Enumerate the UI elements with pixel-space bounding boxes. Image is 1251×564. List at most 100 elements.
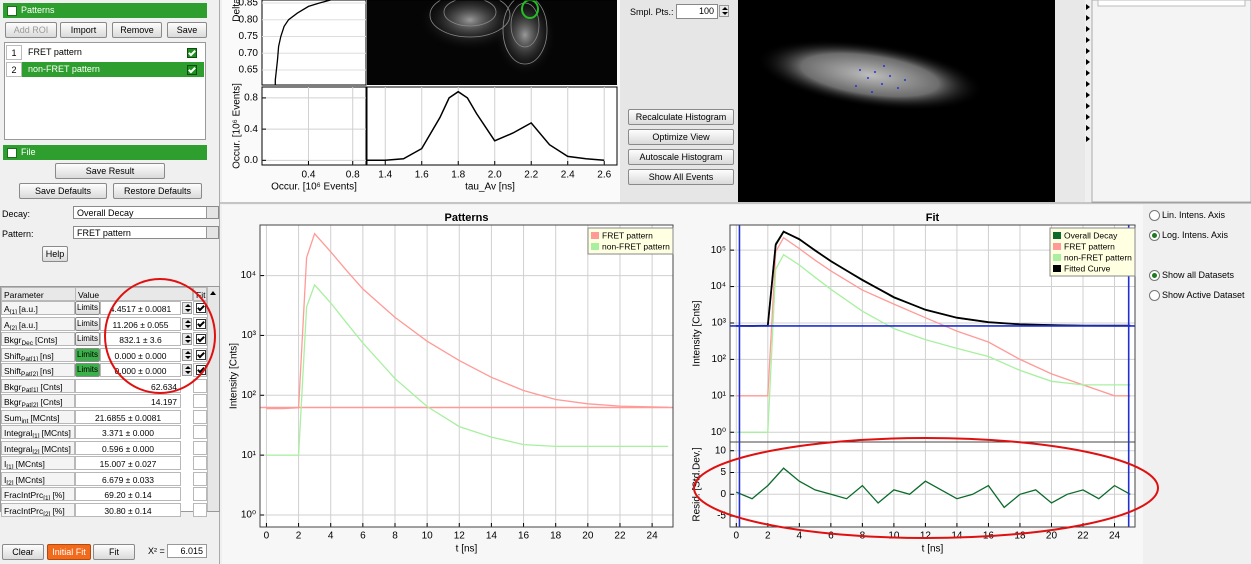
y-tick-label: 10⁰ (241, 510, 256, 521)
checkbox[interactable] (196, 365, 206, 375)
button[interactable]: Limits (75, 332, 100, 346)
button: Add ROI (5, 22, 57, 38)
checkbox[interactable] (187, 65, 197, 75)
spinner[interactable] (182, 364, 192, 376)
button[interactable]: Import (60, 22, 107, 38)
expand-arrow[interactable] (1086, 136, 1090, 142)
y-tick-label: 0.75 (239, 31, 259, 42)
expand-arrow[interactable] (1086, 48, 1090, 54)
expand-arrow[interactable] (1086, 70, 1090, 76)
button[interactable]: Restore Defaults (113, 183, 202, 199)
spinner[interactable] (182, 302, 192, 314)
expand-arrow[interactable] (1086, 59, 1090, 65)
param-value: 30.80 ± 0.14 (75, 502, 181, 517)
param-value[interactable]: 0.000 ± 0.000 (100, 363, 181, 377)
fit-cell (193, 425, 207, 439)
param-symbol: Sum (4, 412, 22, 423)
button[interactable]: Remove (112, 22, 162, 38)
button[interactable]: Limits (75, 301, 100, 315)
spinner[interactable] (719, 5, 729, 17)
checkbox[interactable] (196, 303, 206, 313)
row-index: 2 (6, 62, 22, 77)
x-tick-label: 2.6 (597, 170, 611, 181)
button[interactable]: Limits (75, 347, 100, 362)
param-name: A[1] [a.u.] (1, 301, 75, 315)
param-value[interactable]: 4.4517 ± 0.0081 (100, 301, 181, 315)
param-subscript: Pat[1] (21, 386, 39, 393)
list-row[interactable]: 2 non-FRET pattern (6, 62, 204, 77)
legend (587, 227, 674, 255)
checkbox[interactable] (196, 318, 206, 329)
button[interactable]: Optimize View (628, 129, 734, 145)
x-tick-label: 10 (422, 531, 434, 542)
param-symbol: FracIntPrc (4, 505, 44, 516)
y-tick-label: 10⁴ (711, 281, 726, 292)
param-symbol: Shift (4, 350, 22, 361)
button[interactable]: Limits (75, 363, 100, 377)
table-header: Fit (193, 287, 207, 301)
dropdown[interactable]: Overall Decay (73, 206, 219, 219)
x-tick-label: 2 (296, 531, 302, 542)
button[interactable]: Clear (2, 544, 44, 560)
button[interactable]: Autoscale Histogram (628, 149, 734, 165)
data-line (266, 232, 669, 410)
param-value[interactable]: 0.000 ± 0.000 (100, 347, 181, 362)
section-header[interactable]: File (3, 145, 207, 160)
x-tick-label: 8 (860, 531, 866, 542)
x-tick-label: 4 (328, 531, 334, 542)
y-tick-label: 10¹ (242, 450, 257, 461)
expand-arrow[interactable] (1086, 15, 1090, 21)
option-label[interactable]: Lin. Intens. Axis (1162, 210, 1226, 220)
button[interactable]: Limits (75, 316, 100, 331)
option-label[interactable]: Show Active Dataset (1162, 290, 1245, 300)
legend (1049, 227, 1136, 277)
expand-arrow[interactable] (1086, 114, 1090, 120)
radio[interactable] (1149, 270, 1160, 281)
chart-title: Fit (926, 212, 940, 224)
dropdown[interactable]: FRET pattern (73, 226, 219, 239)
y-axis-label: Resid. [Std.Dev.] (692, 447, 703, 522)
param-value[interactable]: 832.1 ± 3.6 (100, 332, 181, 346)
radio[interactable] (1149, 230, 1160, 241)
expand-arrow[interactable] (1086, 125, 1090, 131)
expand-arrow[interactable] (1086, 4, 1090, 10)
x-tick-label: 16 (983, 531, 995, 542)
expand-arrow[interactable] (1086, 103, 1090, 109)
row-name: non-FRET pattern (28, 64, 100, 74)
param-symbol: I (4, 459, 7, 469)
button[interactable]: Recalculate Histogram (628, 109, 734, 125)
separator (1055, 0, 1085, 202)
option-label[interactable]: Show all Datasets (1162, 270, 1235, 280)
option-label[interactable]: Log. Intens. Axis (1162, 230, 1229, 240)
spinner[interactable] (182, 348, 192, 361)
button[interactable]: Save (167, 22, 207, 38)
plot-frame (259, 224, 674, 528)
x-axis-label: t [ns] (922, 544, 944, 555)
section-header[interactable]: Patterns (3, 3, 207, 18)
radio[interactable] (1149, 290, 1160, 301)
label: Pattern: (2, 229, 34, 239)
expand-arrow[interactable] (1086, 81, 1090, 87)
expand-arrow[interactable] (1086, 92, 1090, 98)
param-value[interactable]: 11.206 ± 0.055 (100, 316, 181, 331)
button[interactable]: Fit (93, 544, 135, 560)
expand-arrow[interactable] (1086, 26, 1090, 32)
checkbox[interactable] (196, 349, 206, 360)
spinner[interactable] (182, 317, 192, 330)
delta-axis: 0.65 0.70 0.75 0.80 0.85 (239, 0, 366, 76)
button[interactable]: Initial Fit (47, 544, 91, 560)
checkbox[interactable] (187, 48, 197, 58)
param-unit: [MCnts] (15, 459, 45, 469)
scroll-arrow[interactable] (210, 291, 216, 295)
button[interactable]: Save Result (55, 163, 165, 179)
sample-points[interactable]: 100 (676, 4, 718, 19)
spinner[interactable] (182, 333, 192, 345)
button[interactable]: Save Defaults (19, 183, 107, 199)
radio[interactable] (1149, 210, 1160, 221)
y-tick-label: 10⁵ (711, 245, 726, 256)
button[interactable]: Help (42, 246, 68, 262)
button[interactable]: Show All Events (628, 169, 734, 185)
checkbox[interactable] (196, 334, 206, 344)
list-row[interactable]: 1 FRET pattern (6, 45, 204, 60)
expand-arrow[interactable] (1086, 37, 1090, 43)
